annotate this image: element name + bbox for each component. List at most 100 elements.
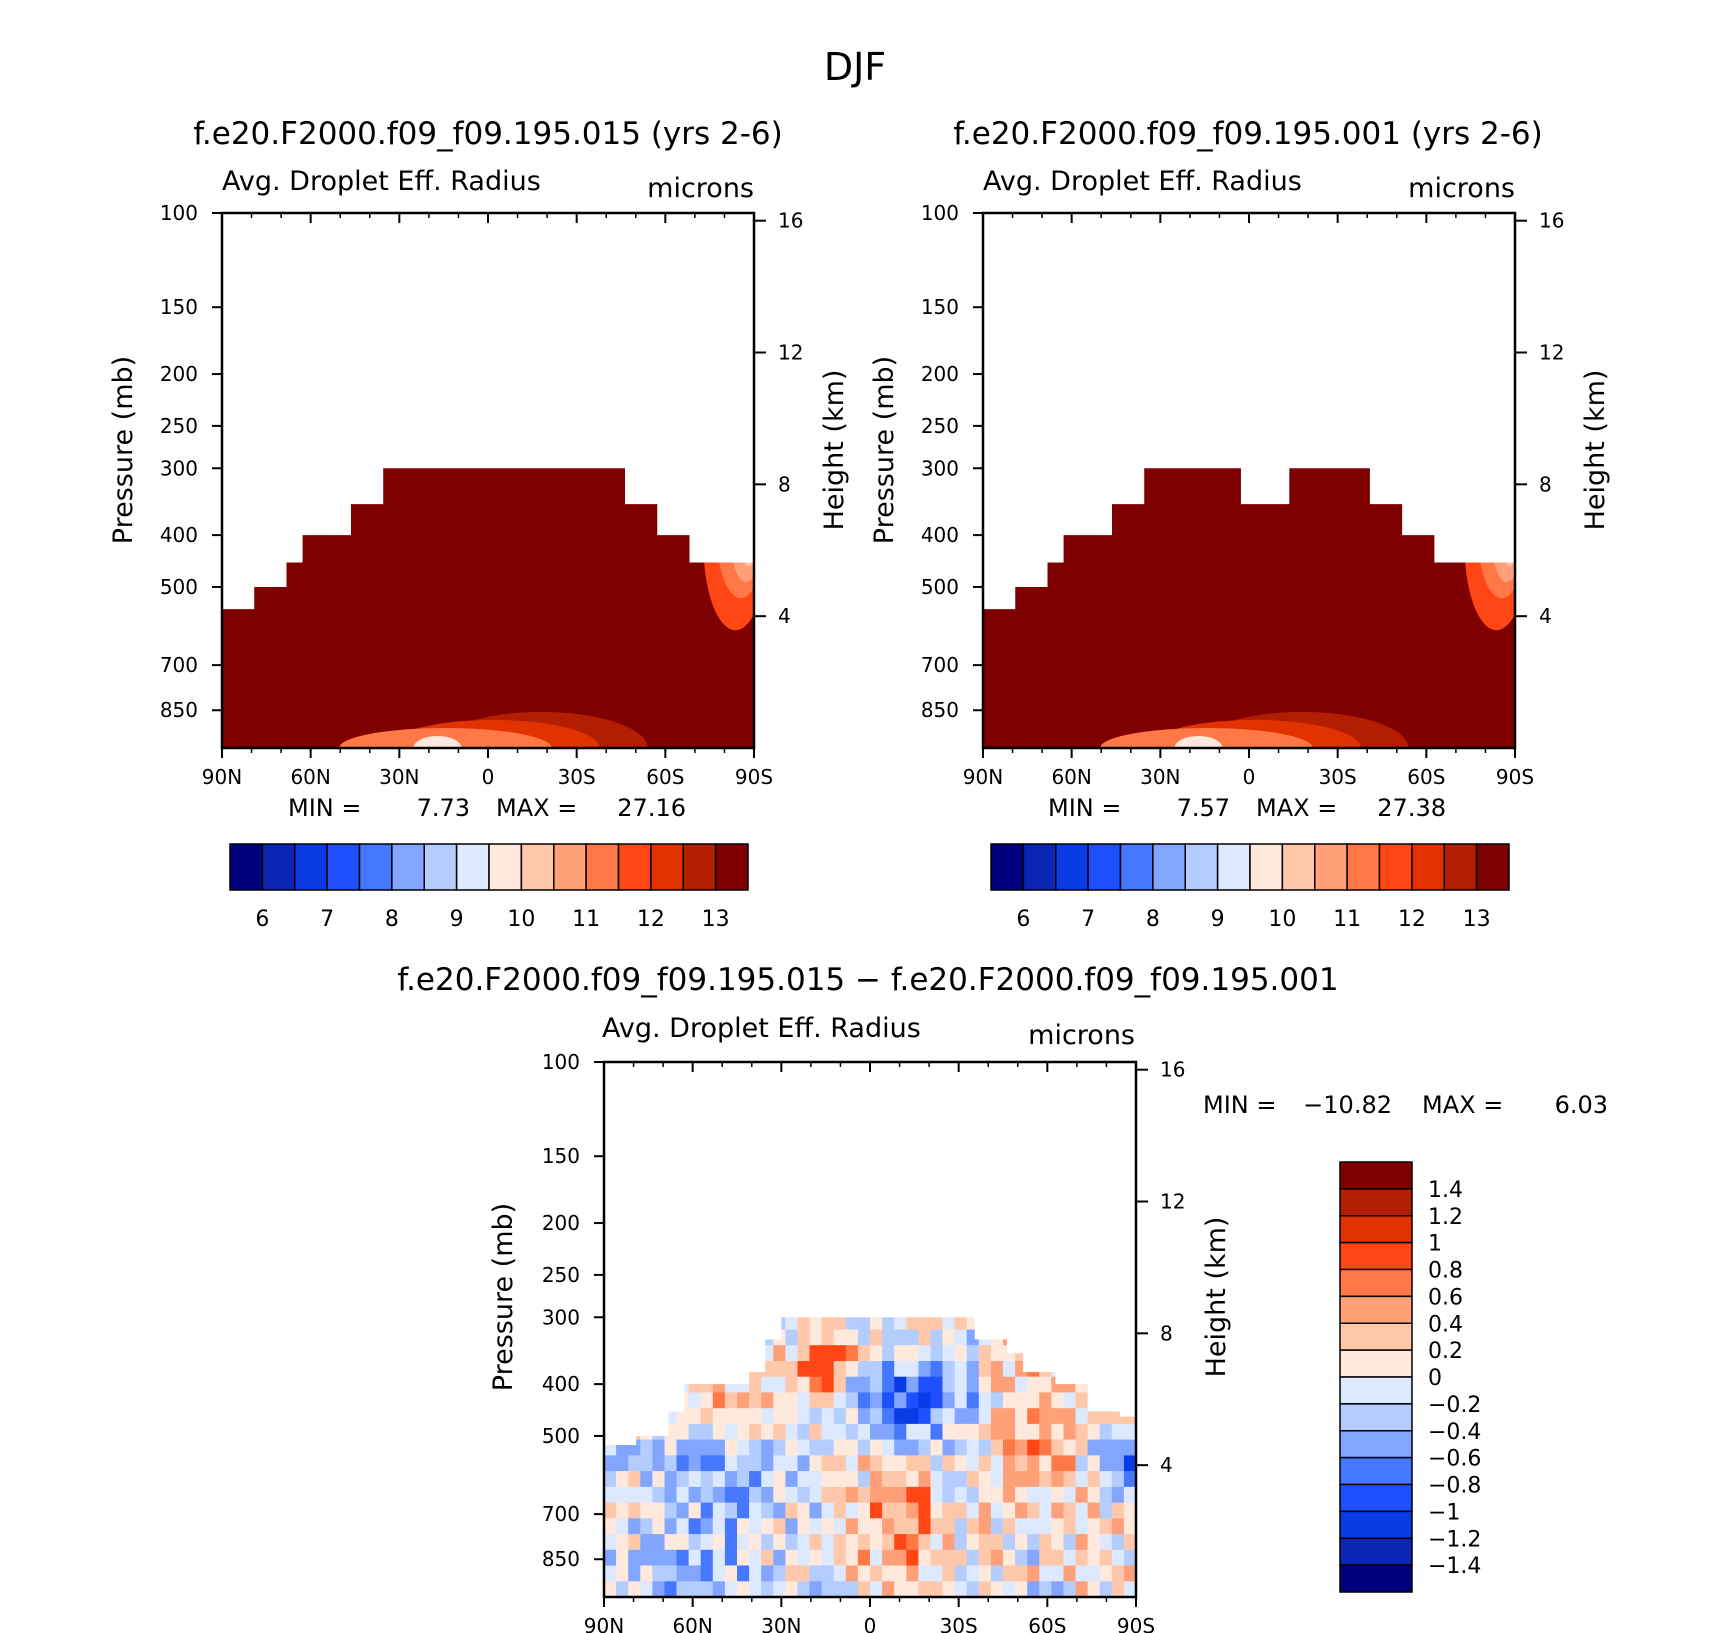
- field-cell: [967, 1141, 980, 1158]
- colorbar-swatch: [1022, 843, 1057, 891]
- field-cell: [604, 1235, 617, 1252]
- field-cell: [652, 1125, 665, 1142]
- field-cell: [821, 1565, 835, 1582]
- field-cell: [652, 1156, 665, 1173]
- field-cell: [665, 1172, 678, 1189]
- field-cell: [785, 1109, 798, 1126]
- field-cell: [882, 1581, 895, 1597]
- field-cell: [700, 1439, 714, 1457]
- field-cell: [882, 1251, 895, 1268]
- field-cell: [737, 1565, 750, 1582]
- field-cell: [773, 1172, 786, 1189]
- field-layer: [983, 468, 1515, 748]
- field-cell: [870, 1298, 883, 1315]
- field-cell: [894, 1219, 907, 1236]
- field-cell: [628, 1062, 641, 1079]
- field-cell: [990, 1361, 1004, 1378]
- x-tick-label: 30S: [558, 765, 596, 789]
- field-cell: [845, 1392, 859, 1409]
- field-cell: [918, 1376, 932, 1394]
- field-cell: [1099, 1502, 1113, 1520]
- field-cell: [640, 1235, 653, 1252]
- colorbar-swatch: [553, 843, 587, 891]
- field-cell: [604, 1502, 617, 1520]
- y-right-axis-label: Height (km): [1201, 1217, 1232, 1378]
- field-cell: [604, 1345, 617, 1362]
- field-cell: [1051, 1156, 1064, 1173]
- field-cell: [1039, 1078, 1052, 1095]
- field-cell: [1123, 1549, 1136, 1567]
- field-cell: [870, 1565, 883, 1582]
- field-cell: [628, 1156, 641, 1173]
- field-cell: [809, 1439, 823, 1457]
- colorbar-label: 7: [320, 907, 334, 932]
- colorbar-swatch: [682, 843, 717, 891]
- field-cell: [979, 1172, 992, 1189]
- field-cell: [737, 1062, 750, 1079]
- units-label: microns: [1028, 1020, 1135, 1051]
- colorbar-swatch: [1339, 1322, 1413, 1351]
- field-cell: [724, 1471, 738, 1488]
- field-cell: [773, 1455, 787, 1472]
- field-cell: [1027, 1078, 1040, 1095]
- field-cell: [1027, 1439, 1041, 1457]
- min-value: 7.73: [417, 794, 470, 822]
- field-cell: [1064, 1109, 1077, 1126]
- field-cell: [1015, 1423, 1028, 1441]
- field-cell: [1123, 1471, 1136, 1488]
- field-cell: [870, 1423, 883, 1441]
- field-cell: [1076, 1204, 1089, 1221]
- field-cell: [664, 1471, 678, 1488]
- field-cell: [810, 1188, 823, 1205]
- field-cell: [858, 1094, 871, 1111]
- field-cell: [894, 1471, 908, 1488]
- field-cell: [845, 1408, 859, 1425]
- field-cell: [942, 1549, 956, 1567]
- field-cell: [797, 1565, 811, 1582]
- x-tick-label: 0: [482, 765, 495, 789]
- field-cell: [677, 1298, 690, 1315]
- field-cell: [857, 1518, 871, 1535]
- field-cell: [664, 1439, 678, 1457]
- field-cell: [955, 1251, 968, 1268]
- field-cell: [954, 1581, 968, 1597]
- field-cell: [894, 1156, 907, 1173]
- field-cell: [628, 1125, 641, 1142]
- field-cell: [761, 1439, 775, 1457]
- field-cell: [1123, 1502, 1136, 1520]
- field-base: [983, 468, 1515, 748]
- field-cell: [918, 1141, 931, 1158]
- field-cell: [1075, 1345, 1089, 1362]
- field-cell: [954, 1502, 968, 1520]
- field-cell: [918, 1156, 931, 1173]
- field-cell: [979, 1109, 992, 1126]
- field-cell: [677, 1188, 690, 1205]
- field-cell: [943, 1188, 956, 1205]
- field-cell: [749, 1235, 762, 1252]
- field-cell: [1039, 1581, 1053, 1597]
- field-cell: [677, 1219, 690, 1236]
- x-tick-label: 30S: [1319, 765, 1357, 789]
- field-cell: [930, 1439, 944, 1457]
- field-cell: [652, 1282, 665, 1299]
- field-cell: [689, 1094, 702, 1111]
- field-cell: [1123, 1565, 1136, 1582]
- field-cell: [930, 1345, 944, 1362]
- field-cell: [640, 1329, 654, 1346]
- field-cell: [834, 1235, 847, 1252]
- field-cell: [978, 1518, 992, 1535]
- field-cell: [665, 1078, 678, 1095]
- field-cell: [1111, 1502, 1125, 1520]
- y-right-tick-label: 12: [1539, 341, 1564, 365]
- colorbar-label: 7: [1081, 907, 1095, 932]
- field-cell: [640, 1317, 654, 1331]
- field-cell: [870, 1141, 883, 1158]
- field-cell: [1003, 1317, 1016, 1331]
- field-cell: [810, 1235, 823, 1252]
- field-cell: [628, 1361, 642, 1378]
- field-cell: [978, 1471, 992, 1488]
- field-cell: [737, 1298, 750, 1315]
- field-cell: [761, 1219, 774, 1236]
- field-cell: [834, 1078, 847, 1095]
- field-cell: [931, 1267, 944, 1284]
